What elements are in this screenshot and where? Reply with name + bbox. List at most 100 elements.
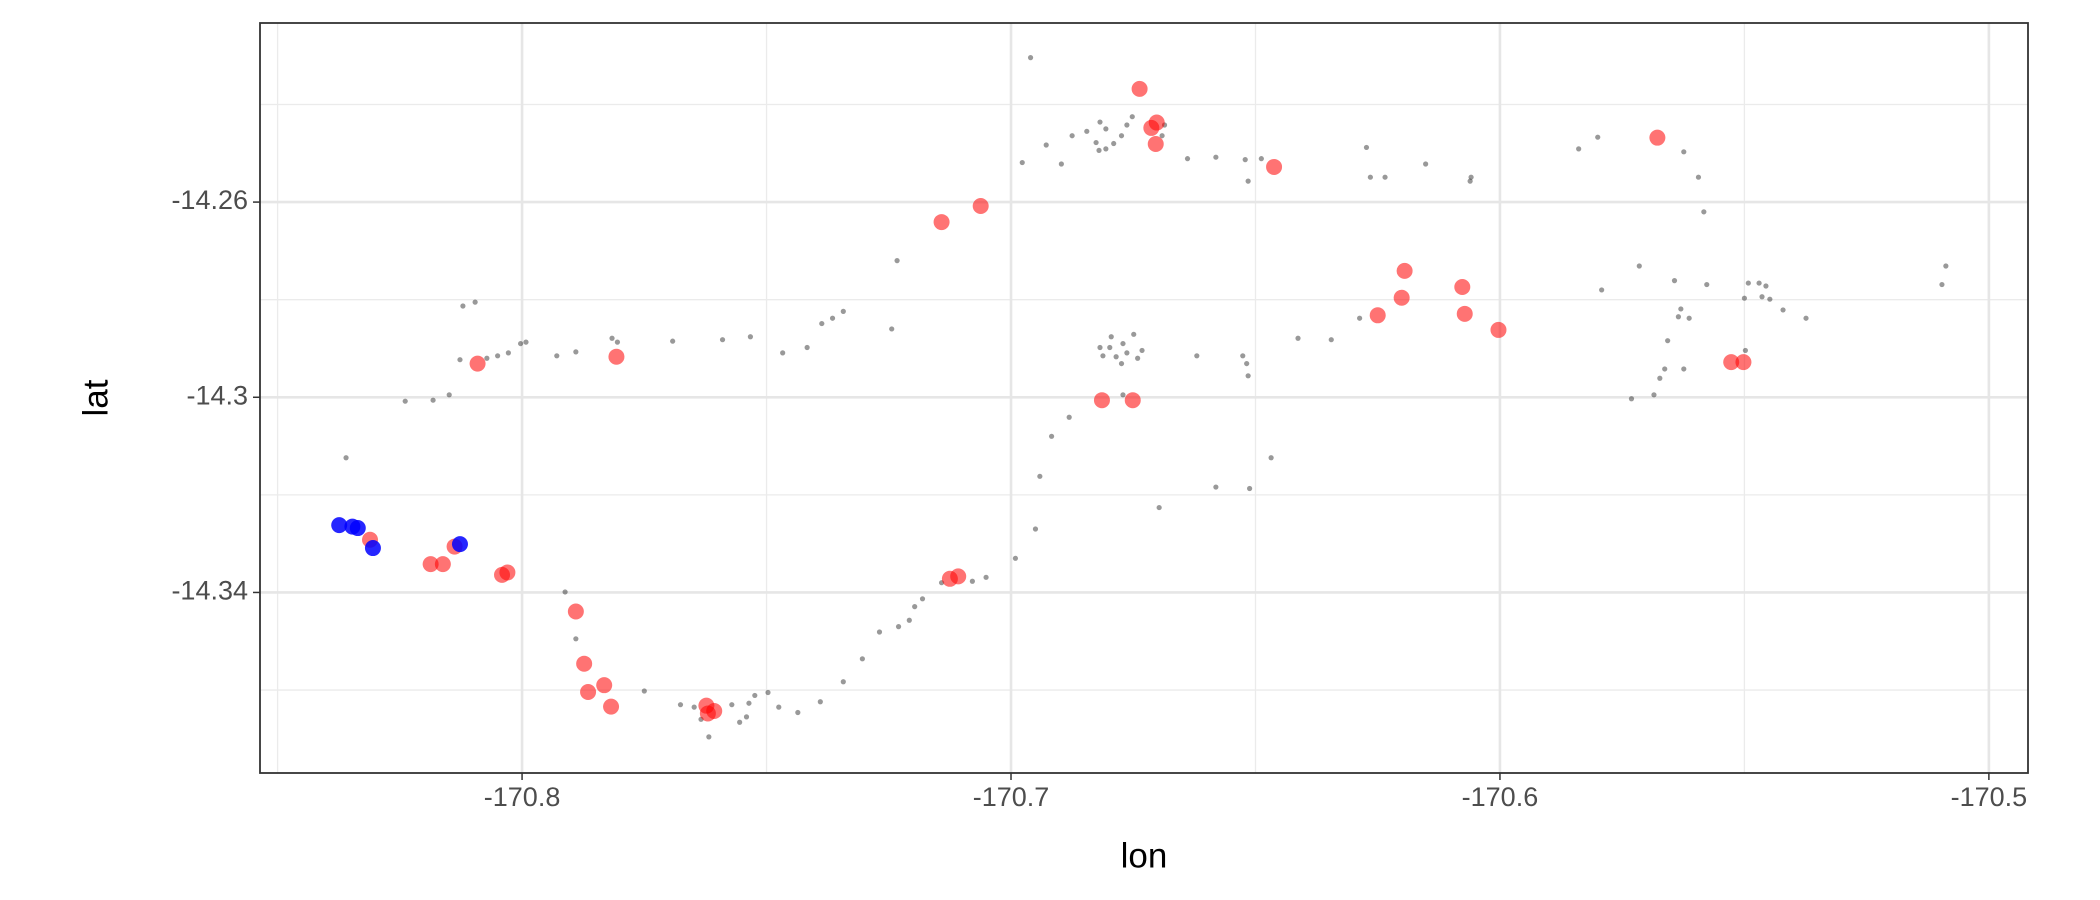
point (1268, 455, 1274, 461)
point (446, 392, 452, 398)
point (1467, 178, 1473, 184)
point (1012, 555, 1019, 561)
point (523, 339, 529, 345)
point (1735, 354, 1752, 371)
point (1678, 306, 1684, 312)
y-axis-title: lat (76, 379, 115, 416)
point (495, 353, 501, 359)
point (614, 339, 621, 345)
point (1097, 119, 1103, 125)
point (1423, 161, 1429, 167)
point (1490, 321, 1507, 338)
point (505, 350, 511, 356)
point (1247, 485, 1253, 492)
x-tick-label: -170.5 (1951, 782, 2028, 812)
point (1756, 280, 1762, 286)
point (1093, 392, 1110, 409)
point (1118, 133, 1125, 139)
point (1675, 314, 1682, 320)
point (719, 337, 726, 343)
point (580, 683, 597, 700)
point (364, 540, 381, 557)
panel-border (259, 22, 2029, 774)
point (1258, 156, 1264, 162)
point (1027, 55, 1034, 61)
point (1681, 149, 1687, 155)
point (1131, 80, 1148, 97)
point (859, 656, 865, 662)
point (1701, 209, 1707, 215)
point (1084, 128, 1090, 134)
point (1939, 281, 1945, 288)
point (1599, 287, 1605, 293)
point (840, 679, 846, 685)
point (554, 353, 560, 359)
point (1245, 373, 1251, 379)
point (776, 704, 782, 710)
point (729, 702, 735, 708)
point (1745, 280, 1751, 286)
point (795, 709, 801, 716)
point (608, 348, 625, 365)
point (469, 355, 486, 372)
point (402, 398, 408, 404)
point (1742, 347, 1748, 354)
point (576, 655, 593, 672)
point (699, 705, 716, 722)
x-tick-label: -170.7 (973, 782, 1050, 812)
point (1662, 366, 1668, 372)
point (817, 699, 823, 705)
point (1741, 295, 1748, 301)
point (1245, 178, 1251, 184)
point (1108, 334, 1114, 340)
point (752, 692, 758, 699)
point (706, 734, 712, 740)
point (876, 629, 883, 635)
point (1069, 133, 1075, 139)
point (1139, 347, 1145, 354)
point (1240, 353, 1246, 359)
point (1147, 136, 1164, 153)
point (969, 578, 975, 584)
point (691, 704, 697, 710)
point (343, 455, 349, 461)
point (1242, 157, 1248, 163)
point (1103, 146, 1109, 152)
point (1043, 142, 1049, 148)
point (1628, 396, 1635, 402)
point (1681, 366, 1687, 372)
point (1665, 338, 1671, 344)
point (567, 603, 584, 620)
point (499, 564, 516, 581)
point (889, 326, 895, 332)
point (1118, 360, 1125, 367)
point (1103, 126, 1109, 132)
y-tick-label: -14.34 (171, 576, 248, 606)
point (1295, 335, 1301, 341)
point (840, 308, 846, 314)
point (641, 688, 647, 694)
point (780, 350, 786, 356)
point (1019, 159, 1025, 166)
point (746, 700, 752, 706)
point (1058, 161, 1064, 167)
point (983, 574, 989, 580)
point (804, 344, 810, 351)
point (1213, 154, 1219, 160)
point (1156, 504, 1162, 511)
point (1636, 263, 1642, 269)
point (434, 556, 451, 573)
point (1131, 331, 1137, 337)
point (1686, 315, 1692, 321)
point (460, 303, 466, 309)
point (829, 315, 836, 321)
point (1382, 174, 1388, 180)
point (1184, 156, 1191, 162)
point (677, 702, 684, 708)
point (451, 536, 468, 553)
point (1767, 296, 1773, 302)
point (1113, 354, 1119, 360)
point (331, 517, 348, 534)
point (1143, 119, 1160, 136)
